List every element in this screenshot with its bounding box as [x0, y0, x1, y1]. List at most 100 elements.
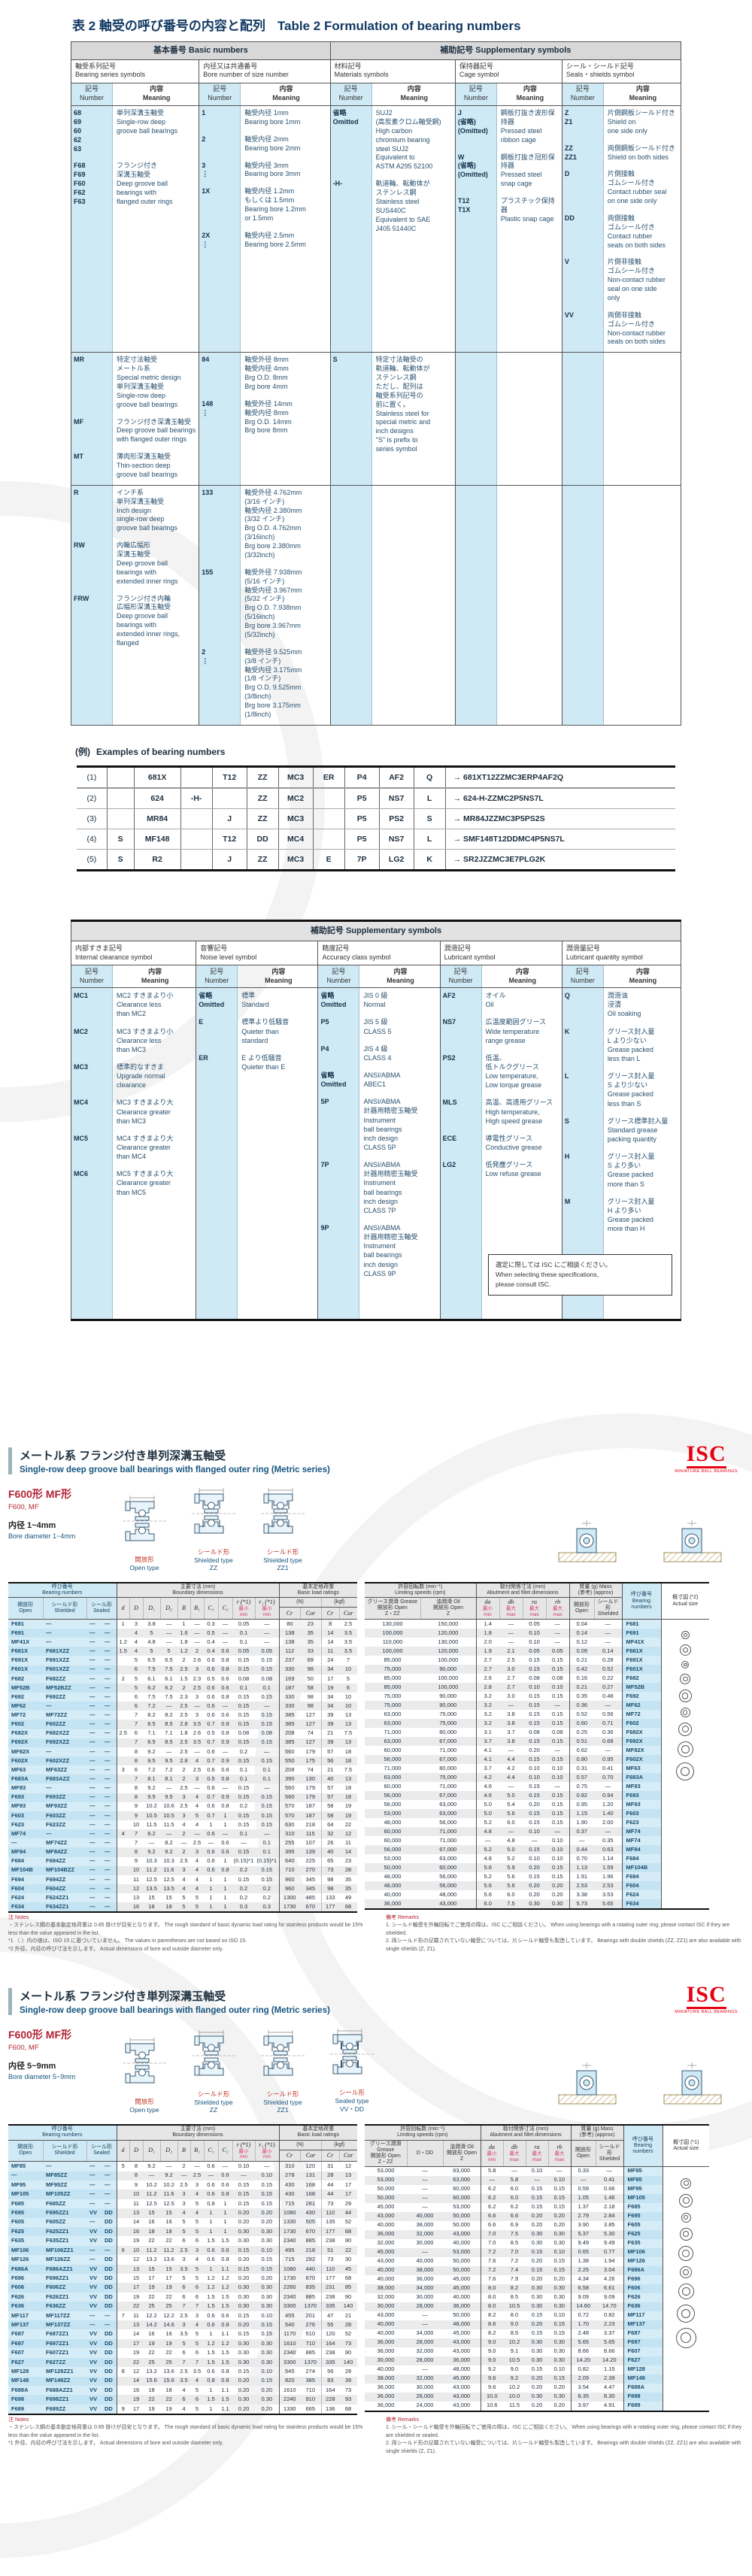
bearing-row: 75,000 90,000 3.2 3.0 0.15 0.15 0.35 0.48 F692	[365, 1691, 709, 1701]
cell: 0.15	[232, 2245, 255, 2256]
symbol-code: 68 69 60 62 63	[74, 109, 82, 153]
cell: 1	[218, 2227, 232, 2237]
group-cage: 保持器記号 Cage symbol	[454, 59, 562, 84]
cell: —	[86, 2245, 102, 2256]
cell: —	[508, 1782, 514, 1790]
cell: 5.6	[499, 1808, 523, 1818]
cell: 75,000	[439, 1710, 457, 1717]
cell: 6.6	[480, 2211, 503, 2221]
cell: 71,000	[420, 1826, 476, 1836]
cell: 560	[278, 1784, 300, 1793]
symbol-entry: PS2 低温、 低トルクグリース Low temperature, Low tor…	[441, 1050, 562, 1096]
cell: 52	[344, 2330, 352, 2338]
cell: 0.15	[526, 2247, 548, 2257]
cell: 5	[190, 2227, 204, 2237]
example-row: (2) 624 -H- ZZ MC2 P5 NS7 L → 624-H-ZZMC2P5NS7L	[77, 787, 675, 809]
cell: 13	[339, 2171, 357, 2181]
cell: 8.2	[143, 1829, 160, 1839]
cell: —	[255, 1702, 279, 1711]
cell: F695ZZ1	[43, 2208, 86, 2218]
cell: 32	[320, 1829, 339, 1839]
bearing-row: F683A F683AZZ — —7 8.1 8.1 2 3 0.5 0.8 0.1 0.1 390 13…	[8, 1774, 357, 1784]
cell: 50,000	[443, 2265, 481, 2275]
example-cell: MC3	[277, 849, 314, 871]
cell: 60,000	[384, 1836, 402, 1844]
cell: 0.30	[526, 2356, 548, 2365]
cell: 2	[182, 1656, 186, 1664]
symbol-meaning: 内輪広幅形 深溝玉軸受 Deep groove ball bearings wi…	[117, 541, 178, 585]
cell: 12	[132, 2367, 140, 2374]
cell: 7.5	[165, 1693, 173, 1700]
cell: 10.0	[503, 2392, 526, 2402]
symbol-code: MLS	[442, 1099, 457, 1107]
symbol-entry: W (省略) (Omitted) 鋼板打抜き冠形保持器 Pressed steel…	[456, 150, 562, 195]
example-result: → 681XT12ZZMC3ERP4AF2Q	[444, 766, 675, 789]
example-cell	[312, 787, 345, 809]
cell: MF148ZZ	[43, 2376, 86, 2386]
cell: 9.09	[570, 2293, 596, 2302]
bearing-diagram: シールド形 Shielded type ZZ1	[259, 2029, 306, 2114]
bearing-table-left: 呼び番号 Bearing numbers 主要寸法 (mm) Boundary …	[8, 1582, 357, 1914]
symbol-entry: 記号 Number 内容 Meaning	[196, 965, 317, 987]
cell: 36,000	[365, 2392, 407, 2402]
cell: 0.2	[239, 1802, 248, 1810]
cell: —	[8, 2171, 43, 2181]
diagram-label-jp: シールド形	[266, 1548, 299, 1556]
bearing-row: F689 F689ZZ VV DD 9 17 19 19 4 5 1 1.1 0.20 0.20 1330 6…	[8, 2404, 357, 2415]
cell: 6	[182, 2237, 186, 2244]
diagram-label-code: ZZ	[209, 2106, 218, 2114]
symbol-entry: 記号 Number 内容 Meaning	[441, 965, 562, 987]
cell: 0.20	[238, 2218, 250, 2226]
cell: DD	[102, 2274, 117, 2284]
group-name-row: 内部すきま記号 Internal clearance symbol 音響記号 Nois…	[71, 941, 681, 965]
cell: —	[102, 1683, 117, 1693]
cell: 71,000	[439, 1782, 457, 1790]
cell: —	[86, 2311, 102, 2321]
cell: 2	[190, 1647, 204, 1656]
symbol-band-row: 68 69 60 62 63 単列深溝玉軸受 Single-row deep gr…	[71, 105, 681, 353]
cell: 3	[177, 1865, 190, 1875]
cell: 5.65	[570, 2338, 596, 2347]
cell: 9	[134, 2181, 138, 2188]
actual-size-ring	[680, 2265, 693, 2278]
cell: 7.5	[503, 2229, 526, 2239]
symbol-entry: MC5 MC4 すきまより大 Clearance greater than MC4	[71, 1131, 196, 1166]
cell: 60,000	[443, 2193, 481, 2203]
bearing-row: 36,000 32,000 43,000 9.0 9.1 0.30 0.30 8.66 8.66…	[365, 2347, 709, 2356]
cell: 0.10	[553, 2365, 566, 2373]
cell: 90,000	[420, 1700, 476, 1710]
cell: 30,000	[416, 2293, 434, 2301]
symbol-meaning: 軸受内径 2.5mm Bearing bore 2.5mm	[244, 231, 306, 248]
cell: —	[102, 1629, 117, 1638]
note-line: *1 外径、内径の呼び寸法を示します。 Actual dimensions of…	[8, 2441, 223, 2447]
cell: 0.20	[526, 2374, 548, 2384]
cell: 6	[134, 1765, 138, 1773]
cell: 16	[148, 2218, 155, 2226]
cell: 8	[129, 1756, 143, 1766]
actual-size-ring	[679, 2227, 693, 2241]
cell: 30	[344, 2256, 352, 2263]
cell: 13	[129, 2208, 143, 2218]
cell: DD	[102, 2348, 117, 2358]
cell: VV	[86, 2376, 102, 2386]
cell: 1	[209, 1893, 213, 1901]
cell: 6	[182, 2293, 186, 2300]
cell: 74	[307, 1765, 314, 1773]
cell: VV	[86, 2227, 102, 2237]
label-cell: 記号 Number 内容 Meaning	[317, 965, 441, 989]
symbol-entry: VV 両側非接触 ゴムシール付き Non-contact rubber seals…	[562, 308, 681, 353]
cell: DD	[102, 2367, 117, 2377]
cell: 50	[307, 1674, 314, 1682]
cell: 110	[320, 2208, 339, 2218]
cell: 8.0	[480, 2293, 503, 2302]
cell: 2340	[278, 2236, 300, 2246]
cell: 10.5	[143, 1811, 160, 1820]
symbol-entry: 記号 Number 内容 Meaning	[562, 965, 681, 987]
cell: 0.5	[204, 1774, 218, 1784]
cell: 130,000	[438, 1638, 459, 1645]
example-cell: (2)	[77, 787, 108, 809]
cell: 0.65	[570, 2247, 596, 2257]
cell: 36,000	[443, 2302, 481, 2311]
cell: 0.30	[523, 1899, 546, 1909]
cell: 39	[339, 2376, 357, 2386]
